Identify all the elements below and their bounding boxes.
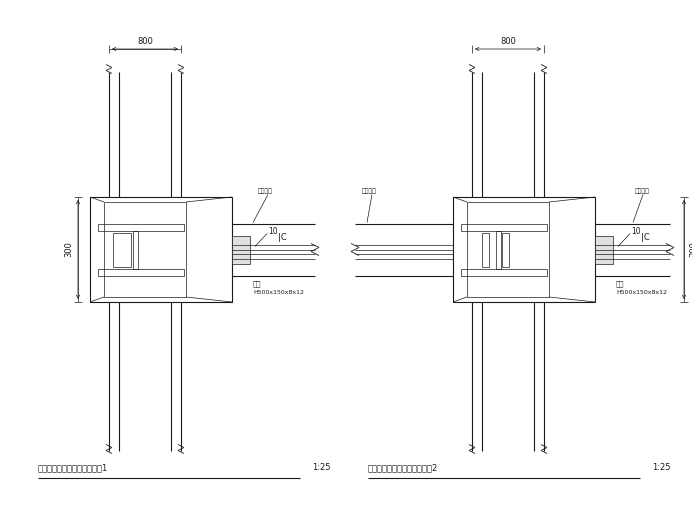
Text: 钢梁: 钢梁 xyxy=(253,280,262,287)
Bar xyxy=(132,231,138,268)
Text: 800: 800 xyxy=(137,37,153,46)
Text: 300: 300 xyxy=(689,242,692,257)
Bar xyxy=(467,202,549,297)
Text: |C: |C xyxy=(641,233,650,242)
Text: H500x150x8x12: H500x150x8x12 xyxy=(616,289,667,294)
Text: 300: 300 xyxy=(64,242,73,257)
Text: 钢梁: 钢梁 xyxy=(616,280,624,287)
Text: |C: |C xyxy=(278,233,286,242)
Bar xyxy=(113,233,131,267)
Bar xyxy=(232,235,250,264)
Text: 双面焊缝: 双面焊缝 xyxy=(258,189,273,194)
Text: 800: 800 xyxy=(500,37,516,46)
Text: 10: 10 xyxy=(268,227,277,236)
Bar xyxy=(595,235,613,264)
Bar xyxy=(98,268,184,276)
Bar xyxy=(104,202,186,297)
Text: H500x150x8x12: H500x150x8x12 xyxy=(253,289,304,294)
Text: 双面焊缝: 双面焊缝 xyxy=(635,189,650,194)
Text: 10: 10 xyxy=(631,227,641,236)
Bar xyxy=(461,224,547,231)
Text: 1:25: 1:25 xyxy=(312,463,331,472)
Text: 双面焊缝: 双面焊缝 xyxy=(362,189,377,194)
Bar xyxy=(90,197,232,302)
Bar xyxy=(502,233,509,267)
Text: 型钢柱与梁连接节点配筋构造1: 型钢柱与梁连接节点配筋构造1 xyxy=(38,463,108,472)
Text: 型钢柱与梁连接节点配筋构造2: 型钢柱与梁连接节点配筋构造2 xyxy=(368,463,438,472)
Bar xyxy=(98,224,184,231)
Bar xyxy=(482,233,489,267)
Bar xyxy=(495,231,500,268)
Bar xyxy=(461,268,547,276)
Bar xyxy=(453,197,595,302)
Text: 1:25: 1:25 xyxy=(652,463,671,472)
